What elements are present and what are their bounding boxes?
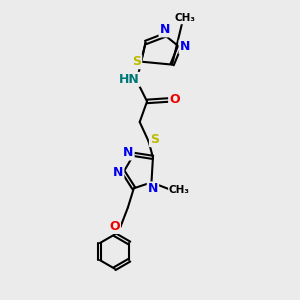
Text: CH₃: CH₃ [169, 185, 190, 195]
Text: S: S [150, 133, 159, 146]
Text: HN: HN [119, 73, 140, 86]
Text: N: N [148, 182, 158, 195]
Text: N: N [113, 166, 123, 178]
Text: O: O [110, 220, 120, 233]
Text: N: N [180, 40, 190, 53]
Text: O: O [169, 93, 180, 106]
Text: N: N [160, 23, 170, 36]
Text: CH₃: CH₃ [175, 14, 196, 23]
Text: N: N [123, 146, 134, 159]
Text: S: S [132, 55, 141, 68]
